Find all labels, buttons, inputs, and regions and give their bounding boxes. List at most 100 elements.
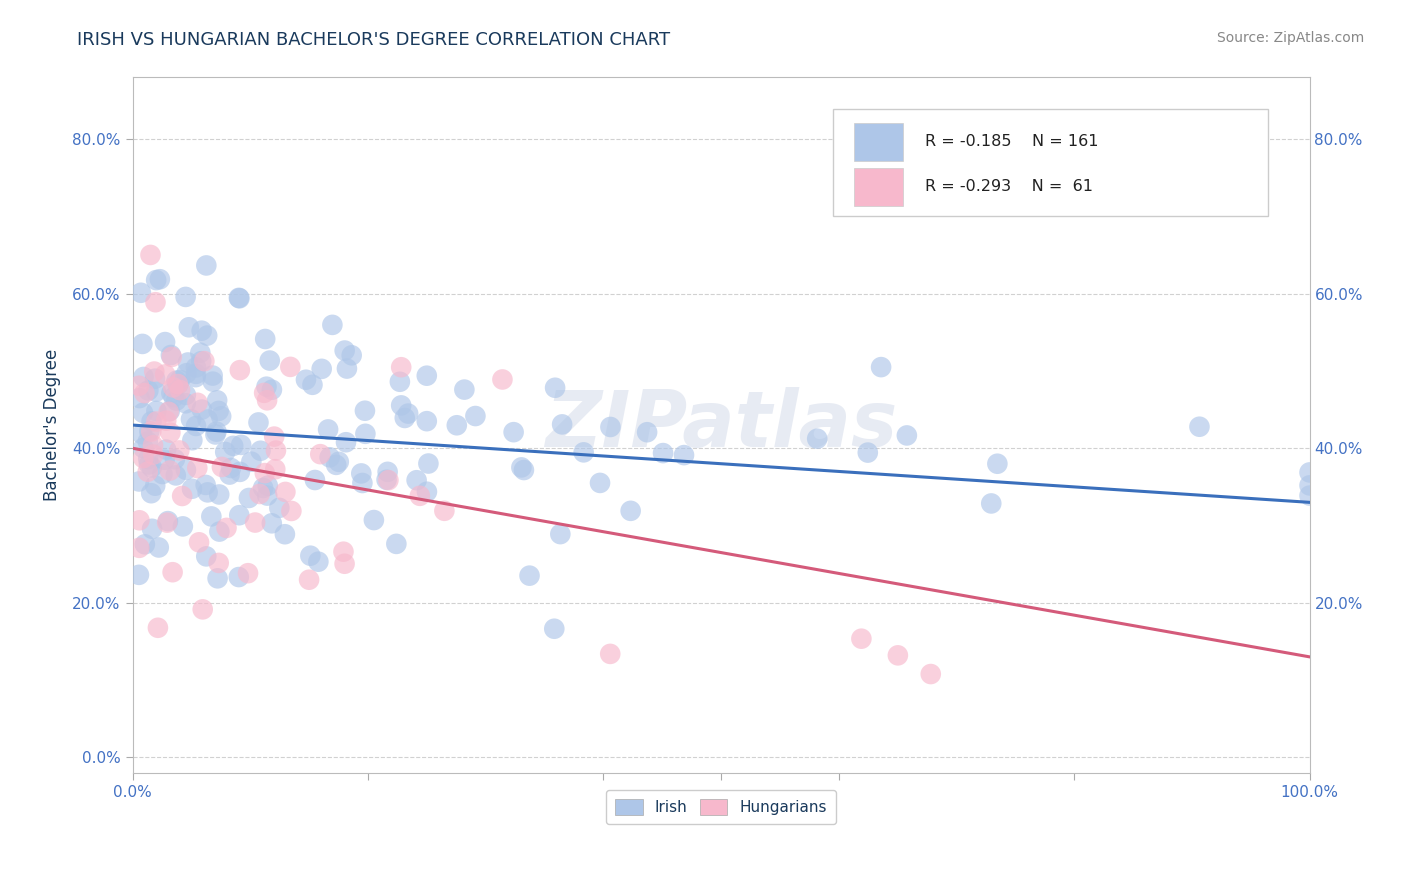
Point (298, 573, 321, 587)
Point (264, 443, 287, 458)
Point (856, 445, 879, 459)
Point (208, 487, 231, 501)
Point (141, 425, 163, 439)
Point (336, 361, 359, 376)
Point (620, 504, 643, 518)
Point (174, 463, 197, 477)
Point (145, 415, 167, 429)
Point (249, 487, 271, 501)
Point (280, 359, 302, 374)
Point (207, 571, 229, 585)
Point (333, 557, 356, 571)
Point (181, 434, 204, 448)
Point (201, 375, 224, 389)
Y-axis label: Bachelor's Degree: Bachelor's Degree (44, 349, 60, 501)
Point (396, 407, 419, 421)
Point (132, 406, 155, 420)
Point (128, 391, 150, 405)
Point (340, 348, 363, 362)
Point (186, 461, 208, 475)
Point (148, 541, 170, 555)
Point (128, 513, 150, 527)
Point (433, 504, 456, 518)
Point (190, 354, 212, 368)
FancyBboxPatch shape (853, 168, 904, 206)
Point (416, 368, 439, 383)
Point (145, 404, 167, 418)
Point (416, 484, 439, 499)
Point (219, 461, 242, 475)
Point (229, 465, 252, 479)
Point (350, 467, 373, 481)
Point (136, 452, 159, 467)
Point (200, 509, 222, 524)
Point (240, 455, 263, 469)
Point (197, 485, 219, 500)
Point (128, 475, 150, 489)
Point (155, 414, 177, 428)
Point (197, 412, 219, 426)
Text: ZIPatlas: ZIPatlas (546, 387, 897, 463)
Point (231, 438, 253, 452)
Point (145, 273, 167, 287)
Point (405, 473, 427, 487)
Point (510, 460, 533, 475)
Point (162, 380, 184, 394)
Point (249, 443, 271, 458)
Point (165, 393, 187, 408)
Point (163, 390, 186, 404)
Point (128, 378, 150, 392)
Point (174, 396, 197, 410)
Point (228, 291, 250, 305)
Point (184, 360, 207, 375)
Point (132, 441, 155, 455)
Point (394, 411, 416, 425)
Point (986, 457, 1008, 471)
Point (205, 393, 228, 408)
Point (332, 545, 354, 559)
Point (264, 462, 287, 476)
Point (309, 447, 332, 461)
Point (589, 475, 612, 490)
Point (146, 621, 169, 635)
Point (301, 377, 323, 392)
Point (253, 466, 276, 480)
Point (599, 420, 621, 434)
Point (138, 384, 160, 398)
Point (299, 549, 322, 563)
Point (184, 367, 207, 381)
Point (502, 425, 524, 439)
Point (352, 475, 374, 490)
Point (177, 320, 200, 334)
Point (155, 442, 177, 457)
Point (128, 541, 150, 555)
Point (253, 385, 276, 400)
Point (256, 380, 278, 394)
Point (160, 350, 183, 364)
Point (263, 429, 285, 443)
Point (887, 648, 910, 663)
Point (142, 438, 165, 452)
Point (211, 459, 233, 474)
Point (260, 516, 283, 531)
Point (184, 370, 207, 384)
Point (131, 337, 153, 351)
Point (136, 434, 159, 449)
Point (1298, 489, 1320, 503)
Point (377, 473, 399, 487)
Text: Source: ZipAtlas.com: Source: ZipAtlas.com (1216, 31, 1364, 45)
Point (222, 439, 245, 453)
Point (143, 479, 166, 493)
Point (513, 463, 536, 477)
Point (145, 295, 167, 310)
Point (156, 514, 179, 528)
Point (204, 427, 226, 442)
Point (385, 537, 408, 551)
Point (388, 375, 411, 389)
Point (214, 445, 236, 459)
Point (208, 524, 231, 539)
Point (228, 570, 250, 584)
Point (207, 404, 229, 418)
Point (851, 632, 873, 646)
Point (243, 516, 266, 530)
